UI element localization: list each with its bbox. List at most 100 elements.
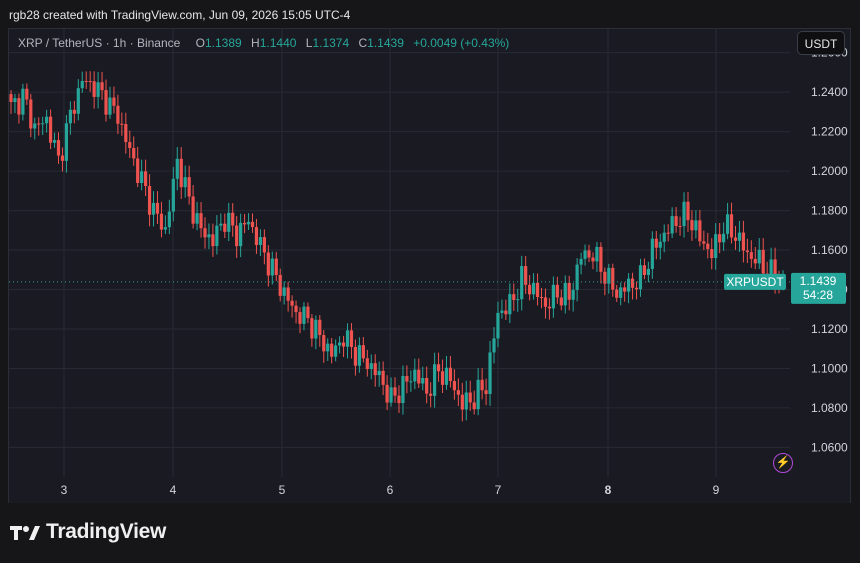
candle-body [239,222,243,247]
symbol-legend[interactable]: XRP / TetherUS · 1h · Binance O1.1389 H1… [18,36,515,50]
candle-body [337,342,342,346]
candle-body [409,381,413,383]
candle-body [733,237,738,241]
candle-body [13,98,17,103]
candle-body [718,234,722,243]
candle-body [630,278,635,288]
candle-body [638,265,643,290]
footer [0,503,860,563]
x-tick-label: 3 [61,483,68,497]
x-tick-label: 8 [605,483,612,497]
candle-body [737,232,742,241]
candle-body [151,202,156,215]
candle-body [326,343,330,352]
candle-body [749,252,753,259]
candle-body [650,238,654,269]
candle-body [769,259,773,277]
candle-body [223,223,227,232]
candle-body [452,381,457,391]
candle-body [587,250,591,258]
candle-body [504,310,508,315]
candle-body [92,81,96,97]
candle-body [615,289,619,298]
y-tick-label: 1.1800 [811,204,848,218]
candle-body [595,246,599,262]
change-value: +0.0049 (+0.43%) [413,36,510,50]
close-value: 1.1439 [367,36,404,50]
candle-body [250,221,255,228]
y-tick-label: 1.0600 [811,440,848,454]
candle-body [56,140,61,156]
candle-body [349,330,354,348]
candle-body [528,284,532,295]
candle-body [310,318,314,339]
candle-body [702,241,706,244]
candle-body [662,232,666,242]
candle-body [25,88,29,100]
candle-body [670,216,674,234]
candle-body [710,249,714,259]
y-tick-label: 1.1000 [811,361,848,375]
candle-body [674,216,678,226]
candle-body [460,394,464,410]
candle-body [567,282,571,300]
candle-body [543,297,548,307]
candle-body [120,123,124,125]
y-tick-label: 1.1600 [811,243,848,257]
candle-body [492,338,496,353]
candle-body [619,287,623,298]
candle-body [116,105,120,124]
candle-body [298,312,302,324]
candle-body [381,370,385,385]
candle-body [108,97,112,115]
candle-body [603,271,607,284]
candle-body [52,140,57,143]
candle-body [583,250,587,259]
candle-body [642,265,647,275]
candle-body [456,390,460,395]
candle-body [100,82,104,91]
y-tick-label: 1.2200 [811,125,848,139]
chart-panel[interactable] [8,28,851,505]
candle-body [282,287,286,296]
candle-body [258,237,263,245]
candle-body [682,201,686,227]
ticker-tag [724,273,786,290]
candle-body [215,225,219,247]
candle-body [266,252,270,276]
candle-body [516,299,520,301]
candle-body [444,367,449,385]
candle-body [440,371,445,385]
candle-body [155,202,160,214]
candle-body [41,123,45,125]
currency-button[interactable]: USDT [797,31,845,55]
candle-body [377,370,381,376]
candle-body [191,196,195,224]
candle-body [246,221,251,225]
lightning-icon[interactable]: ⚡ [773,453,793,473]
candle-body [37,123,41,125]
candle-body [124,124,128,143]
symbol-name: XRP / TetherUS · 1h · Binance [18,36,181,50]
candle-body [666,232,670,234]
candle-body [112,97,116,106]
x-tick-label: 4 [170,483,177,497]
candle-body [294,305,298,313]
y-tick-label: 1.2400 [811,85,848,99]
price-chart[interactable]: 1.26001.24001.22001.20001.18001.16001.14… [0,0,860,503]
candle-body [353,347,358,366]
candle-body [175,158,179,179]
candle-body [373,363,377,376]
candle-body [599,246,603,272]
candle-body [757,249,761,264]
candle-body [389,387,393,403]
x-tick-label: 6 [387,483,394,497]
candle-body [397,395,401,404]
candle-body [341,342,346,347]
candle-body [658,241,662,248]
candle-body [207,234,211,238]
candle-body [555,284,559,298]
candle-body [468,392,472,403]
candle-body [76,88,80,114]
tradingview-logo[interactable]: TradingView [10,520,166,544]
